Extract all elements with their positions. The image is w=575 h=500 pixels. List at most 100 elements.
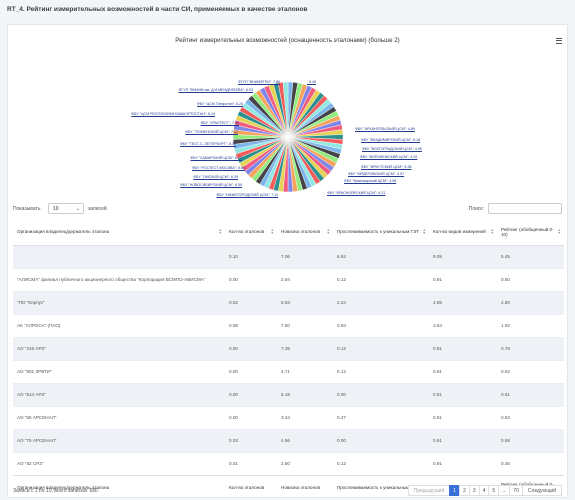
table-cell: АК "АЛРОСА" (ПАО) <box>13 313 225 337</box>
table-header-row: Организация владелец/держатель эталона ▲ ▼… <box>13 219 564 246</box>
next-page-button[interactable]: Следующий <box>521 485 562 496</box>
pie-slice-label: ФБУ "АРХАНГЕЛЬСКИЙ ЦСМ": 4.89 <box>355 127 415 131</box>
pie-slice-label: ФБУ "УРАЛТЕСТ": 7.04 <box>200 121 239 125</box>
table-cell: 0.00 <box>225 382 277 406</box>
table-cell: 0.63 <box>497 405 564 429</box>
pie-slice-label: ФБУ "ИРКУТСКИЙ ЦСМ": 5.36 <box>361 165 412 169</box>
entries-label: записей <box>88 206 107 212</box>
records-info: Записи с 1 по 10, всего записей: 680 <box>13 488 98 494</box>
table-cell: 0.78 <box>497 336 564 360</box>
table-cell: АО "514 АРЗ" <box>13 382 225 406</box>
column-header-count[interactable]: Кол-во эталонов ▲ ▼ <box>225 219 277 246</box>
pie-chart: ФГУП "ВНИИМ им. Д.И.МЕНДЕЛЕЕВА": 6.03 ФБУ… <box>8 25 569 197</box>
table-cell: 0.58 <box>497 428 564 452</box>
table-cell: "ПО "Корпус" <box>13 290 225 314</box>
table-cell: 0.62 <box>497 359 564 383</box>
table-row[interactable]: "АЛИСМА" филиал публичного акционерного … <box>13 267 564 291</box>
chevron-down-icon: ⌄ <box>75 206 80 212</box>
table-cell: 2.50 <box>277 451 333 475</box>
table-cell: 3.24 <box>277 405 333 429</box>
sort-icon: ▲ ▼ <box>218 227 222 235</box>
table-row[interactable]: АО "514 АРЗ" 0.00 5.15 0.00 0.91 0.61 <box>13 382 564 406</box>
table-cell <box>13 244 225 268</box>
column-header-label: Рейтинг (обобщенный 0-10) <box>501 226 554 237</box>
table-cell: 4.55 <box>429 290 497 314</box>
pie-svg <box>232 81 344 193</box>
table-cell: 0.00 <box>225 336 277 360</box>
search-input[interactable] <box>488 203 562 214</box>
pie-slice-label: ФБУ "НОВОСИБИРСКИЙ ЦСМ": 6.59 <box>180 183 242 187</box>
table-cell: 0.61 <box>497 382 564 406</box>
table-cell: АО "82 СРЗ" <box>13 451 225 475</box>
sort-icon: ▲ ▼ <box>557 227 561 235</box>
pie-slice-label: ФБУ "ЦСМ Татарстан": 6.24 <box>197 102 243 106</box>
table-row[interactable]: АК "АЛРОСА" (ПАО) 0.08 7.50 0.94 3.64 1.92 <box>13 313 564 337</box>
table-cell: 0.08 <box>225 313 277 337</box>
table-cell: 7.06 <box>277 244 333 268</box>
column-header-novelty[interactable]: Новизна эталонов ▲ ▼ <box>277 219 333 246</box>
entries-select[interactable]: 10 ⌄ <box>48 203 84 214</box>
pie-slice[interactable] <box>282 81 289 138</box>
column-header-label: Прослеживаемость к уникальным ГЭТ <box>337 229 420 235</box>
table-cell: 0.91 <box>429 336 497 360</box>
pie-slice-label: ФБУ "ТЕСТ-С.-ПЕТЕРБУРГ": 8.02 <box>180 142 236 146</box>
table-cell: 5.15 <box>277 382 333 406</box>
pie-slice-label: : 5.45 <box>307 80 316 84</box>
prev-page-button[interactable]: Предыдущий <box>407 485 451 496</box>
table-cell: 7.35 <box>277 336 333 360</box>
pie-slice-label: ФГУП "ВНИИФТРИ": 7.86 <box>238 80 280 84</box>
pie-slice-label: ФБУ "ТЮМЕНСКИЙ ЦСМ": 7.12 <box>185 130 238 134</box>
pie-slice-label: ФБУ "КЕМЕРОВСКИЙ ЦСМ": 4.97 <box>348 172 405 176</box>
table-cell: 0.91 <box>429 267 497 291</box>
page-button[interactable]: 70 <box>509 485 523 496</box>
table-cell: 2.50 <box>497 290 564 314</box>
chart-menu-icon[interactable] <box>556 38 562 44</box>
table-cell: 0.47 <box>333 405 429 429</box>
table-row[interactable]: АО "55 АРСЕНАЛ" 0.00 3.24 0.47 0.91 0.63 <box>13 405 564 429</box>
footer-header-count: Кол-во эталонов <box>225 474 277 499</box>
pie-slice-label: ФБУ "РОСТЕСТ-МОСКВА": 8.83 <box>191 166 245 170</box>
table-cell: 0.12 <box>333 336 429 360</box>
table-cell: 4.56 <box>277 428 333 452</box>
table-cell: 4.71 <box>277 359 333 383</box>
column-header-rating[interactable]: Рейтинг (обобщенный 0-10) ▲ ▼ <box>497 219 564 246</box>
table-row[interactable]: АО "502 ЗРВТИ" 0.00 4.71 0.12 0.91 0.62 <box>13 359 564 383</box>
table-cell: "АЛИСМА" филиал публичного акционерного … <box>13 267 225 291</box>
table-cell: 0.10 <box>225 244 277 268</box>
table-row[interactable]: АО "82 СРЗ" 0.01 2.50 0.12 0.91 0.46 <box>13 451 564 475</box>
sort-icon: ▲ ▼ <box>490 227 494 235</box>
table-cell: 0.91 <box>429 428 497 452</box>
column-header-organization[interactable]: Организация владелец/держатель эталона ▲ ▼ <box>13 219 225 246</box>
pie-slice-label: ФБУ "НИЖЕГОРОДСКИЙ ЦСМ": 7.11 <box>216 193 278 197</box>
rating-table: Организация владелец/держатель эталона ▲ ▼… <box>13 219 564 499</box>
table-cell: АО "502 ЗРВТИ" <box>13 359 225 383</box>
table-cell: 7.50 <box>277 313 333 337</box>
table-cell: 0.91 <box>429 382 497 406</box>
column-header-label: Кол-во видов измерений <box>433 229 486 235</box>
table-row[interactable]: АО "218 АРЗ" 0.00 7.35 0.12 0.91 0.78 <box>13 336 564 360</box>
column-header-traceability[interactable]: Прослеживаемость к уникальным ГЭТ ▲ ▼ <box>333 219 429 246</box>
pie-slice-label: ФБУ "ВОРОНЕЖСКИЙ ЦСМ": 4.92 <box>360 155 418 159</box>
show-entries-label: Показывать <box>13 206 41 212</box>
column-header-measurement-types[interactable]: Кол-во видов измерений ▲ ▼ <box>429 219 497 246</box>
sort-icon: ▲ ▼ <box>422 227 426 235</box>
column-header-label: Кол-во эталонов <box>229 229 265 235</box>
pie-slice-label: ФБУ "САМАРСКИЙ ЦСМ": 6.13 <box>190 156 242 160</box>
pie-slice-label: ФГУП "ВНИИМ им. Д.И.МЕНДЕЛЕЕВА": 6.03 <box>178 88 253 92</box>
pie-slice-label: ФБУ "ВОЛГОГРАДСКИЙ ЦСМ": 4.96 <box>362 147 422 151</box>
table-cell: 0.91 <box>429 359 497 383</box>
table-row[interactable]: АО "75 АРСЕНАЛ" 0.03 4.56 0.00 0.91 0.58 <box>13 428 564 452</box>
footer-header-organization: Организация владелец/держатель эталона <box>13 474 225 499</box>
footer-header-novelty: Новизна эталонов <box>277 474 333 499</box>
table-cell: 0.00 <box>225 405 277 429</box>
table-cell: 0.00 <box>333 428 429 452</box>
table-cell: 0.50 <box>497 267 564 291</box>
table-cell: 9.09 <box>429 244 497 268</box>
table-row[interactable]: "ПО "Корпус" 0.02 6.03 2.24 4.55 2.50 <box>13 290 564 314</box>
table-cell: 0.12 <box>333 359 429 383</box>
table-cell: 2.94 <box>277 267 333 291</box>
table-cell: АО "55 АРСЕНАЛ" <box>13 405 225 429</box>
table-row[interactable]: 0.10 7.06 6.62 9.09 5.45 <box>13 244 564 268</box>
pie-slice-label: ФБУ "ОМСКИЙ ЦСМ": 6.39 <box>193 175 238 179</box>
column-header-label: Организация владелец/держатель эталона <box>17 229 110 235</box>
